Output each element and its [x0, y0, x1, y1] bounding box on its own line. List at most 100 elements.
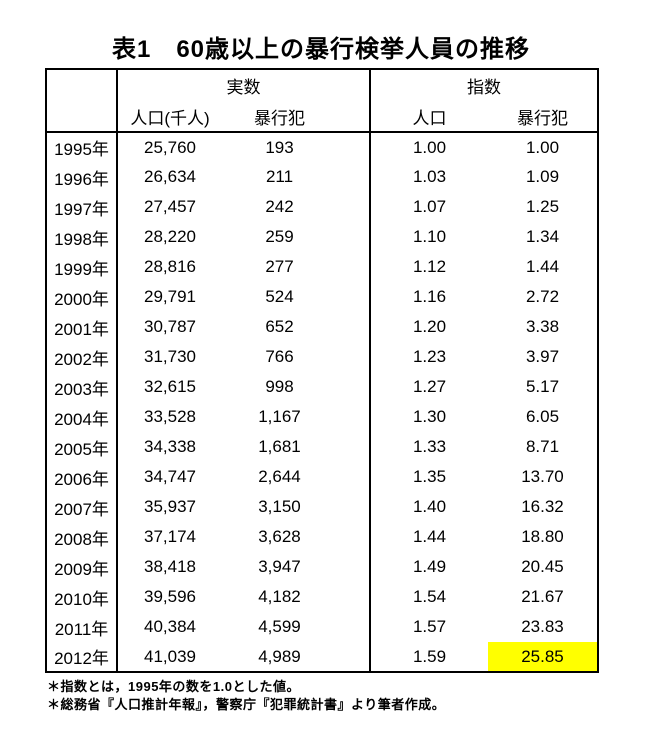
population-actual-cell: 37,174	[116, 522, 222, 552]
footnotes: ＊指数とは，1995年の数を1.0とした値。 ＊総務省『人口推計年報』，警察庁『…	[47, 678, 445, 714]
assault-index-cell: 3.38	[525, 317, 560, 336]
population-index-cell: 1.35	[369, 462, 488, 492]
assault-index-cell: 23.83	[521, 617, 564, 636]
year-cell: 1995年	[46, 131, 117, 162]
assault-actual-cell: 2,644	[258, 467, 301, 486]
table-row: 2007年 35,937 3,150 1.40 16.32	[46, 492, 598, 522]
population-index-cell: 1.59	[369, 642, 488, 672]
table-row: 1995年 25,760 193 1.00 1.00	[46, 131, 598, 162]
table-row: 2000年 29,791 524 1.16 2.72	[46, 282, 598, 312]
footnote-source: ＊総務省『人口推計年報』，警察庁『犯罪統計書』より筆者作成。	[47, 697, 446, 712]
spacer-cell	[337, 492, 370, 522]
assault-actual-cell: 524	[265, 287, 294, 306]
year-cell: 2007年	[54, 499, 109, 519]
table-row: 2011年 40,384 4,599 1.57 23.83	[46, 612, 598, 642]
population-index-cell: 1.33	[369, 432, 488, 462]
population-actual-cell: 26,634	[116, 162, 222, 192]
population-index-cell: 1.54	[369, 582, 488, 612]
population-index-cell: 1.00	[369, 131, 488, 162]
assault-actual-cell: 3,150	[258, 497, 301, 516]
spacer-cell	[337, 222, 370, 252]
population-actual-cell: 34,747	[116, 462, 222, 492]
table-row: 2006年 34,747 2,644 1.35 13.70	[46, 462, 598, 492]
assault-actual-cell: 766	[265, 347, 294, 366]
spacer-cell	[337, 131, 370, 162]
population-actual-cell: 31,730	[116, 342, 222, 372]
spacer-cell	[337, 462, 370, 492]
table-row: 1996年 26,634 211 1.03 1.09	[46, 162, 598, 192]
year-cell: 2000年	[54, 289, 109, 309]
spacer-cell	[337, 552, 370, 582]
subheader-population-thousands: 人口(千人)	[116, 101, 222, 132]
assault-actual-cell: 652	[265, 317, 294, 336]
year-cell: 2011年	[54, 619, 109, 639]
population-actual-cell: 33,528	[116, 402, 222, 432]
population-index-cell: 1.20	[369, 312, 488, 342]
population-index-cell: 1.57	[369, 612, 488, 642]
table-row: 2004年 33,528 1,167 1.30 6.05	[46, 402, 598, 432]
table-row: 2005年 34,338 1,681 1.33 8.71	[46, 432, 598, 462]
population-index-cell: 1.40	[369, 492, 488, 522]
table-row: 2003年 32,615 998 1.27 5.17	[46, 372, 598, 402]
assault-actual-cell: 211	[265, 167, 294, 186]
table-body: 1995年 25,760 193 1.00 1.00 1996年 26,634 211 1.03…	[46, 131, 598, 672]
assault-actual-cell: 259	[265, 227, 294, 246]
assault-actual-cell: 242	[265, 197, 294, 216]
group-header-index: 指数	[369, 69, 598, 101]
assault-index-cell: 2.72	[525, 287, 560, 306]
population-actual-cell: 27,457	[116, 192, 222, 222]
spacer-cell	[337, 372, 370, 402]
subheader-assault-actual: 暴行犯	[254, 108, 305, 128]
year-cell: 2009年	[54, 559, 109, 579]
year-cell: 2001年	[54, 319, 109, 339]
assault-index-cell: 1.34	[525, 227, 560, 246]
sub-header-row: 人口(千人) 暴行犯 人口 暴行犯	[46, 101, 598, 132]
table-row: 1998年 28,220 259 1.10 1.34	[46, 222, 598, 252]
assault-index-cell: 1.00	[488, 131, 598, 162]
assault-index-cell: 18.80	[521, 527, 564, 546]
table-title: 表1 60歳以上の暴行検挙人員の推移	[111, 36, 531, 63]
assault-actual-cell: 4,599	[258, 617, 301, 636]
spacer-cell	[337, 312, 370, 342]
group-header-actual: 実数	[116, 69, 370, 101]
corner-cell	[46, 69, 117, 132]
group-header-row: 実数 指数	[46, 69, 598, 101]
population-actual-cell: 40,384	[116, 612, 222, 642]
assault-index-cell: 16.32	[521, 497, 564, 516]
assault-index-cell: 5.17	[525, 377, 560, 396]
year-cell: 1997年	[54, 199, 109, 219]
population-index-cell: 1.44	[369, 522, 488, 552]
table-row: 1997年 27,457 242 1.07 1.25	[46, 192, 598, 222]
subheader-spacer	[337, 101, 370, 132]
population-actual-cell: 39,596	[116, 582, 222, 612]
spacer-cell	[337, 252, 370, 282]
assault-actual-cell: 1,167	[258, 407, 301, 426]
year-cell: 2005年	[54, 439, 109, 459]
spacer-cell	[337, 642, 370, 672]
year-cell: 1996年	[54, 169, 109, 189]
population-actual-cell: 28,220	[116, 222, 222, 252]
assault-actual-cell: 4,989	[258, 646, 301, 666]
population-index-cell: 1.03	[369, 162, 488, 192]
assault-index-cell: 13.70	[521, 467, 564, 486]
population-index-cell: 1.23	[369, 342, 488, 372]
assault-index-cell: 20.45	[521, 557, 564, 576]
population-actual-cell: 38,418	[116, 552, 222, 582]
subheader-assault-index: 暴行犯	[517, 108, 568, 128]
population-index-cell: 1.30	[369, 402, 488, 432]
assault-actual-cell: 3,628	[258, 527, 301, 546]
assault-actual-cell: 4,182	[258, 587, 301, 606]
statistics-table: 実数 指数 人口(千人) 暴行犯 人口 暴行犯 1995年 25,760 193 1.…	[45, 68, 599, 673]
spacer-cell	[337, 192, 370, 222]
footnote-index-definition: ＊指数とは，1995年の数を1.0とした値。	[47, 679, 300, 694]
population-actual-cell: 32,615	[116, 372, 222, 402]
table-row: 1999年 28,816 277 1.12 1.44	[46, 252, 598, 282]
spacer-cell	[337, 282, 370, 312]
highlighted-cell: 25.85	[488, 642, 598, 672]
table-row: 2002年 31,730 766 1.23 3.97	[46, 342, 598, 372]
assault-actual-cell: 193	[222, 131, 337, 162]
year-cell: 2006年	[54, 469, 109, 489]
population-actual-cell: 29,791	[116, 282, 222, 312]
assault-index-cell: 8.71	[525, 437, 560, 456]
